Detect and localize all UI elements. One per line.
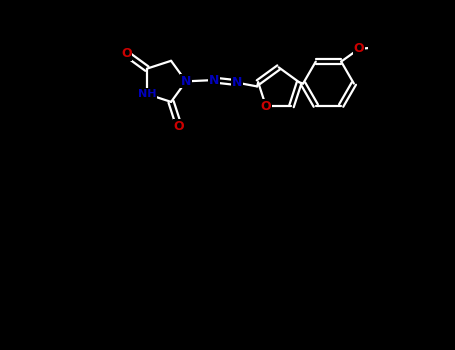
Text: N: N <box>181 75 191 88</box>
Text: NH: NH <box>138 89 156 99</box>
Text: O: O <box>261 100 271 113</box>
Text: N: N <box>232 76 242 89</box>
Text: N: N <box>209 74 219 86</box>
Text: O: O <box>354 42 364 55</box>
Text: O: O <box>121 47 131 60</box>
Text: O: O <box>174 120 184 133</box>
